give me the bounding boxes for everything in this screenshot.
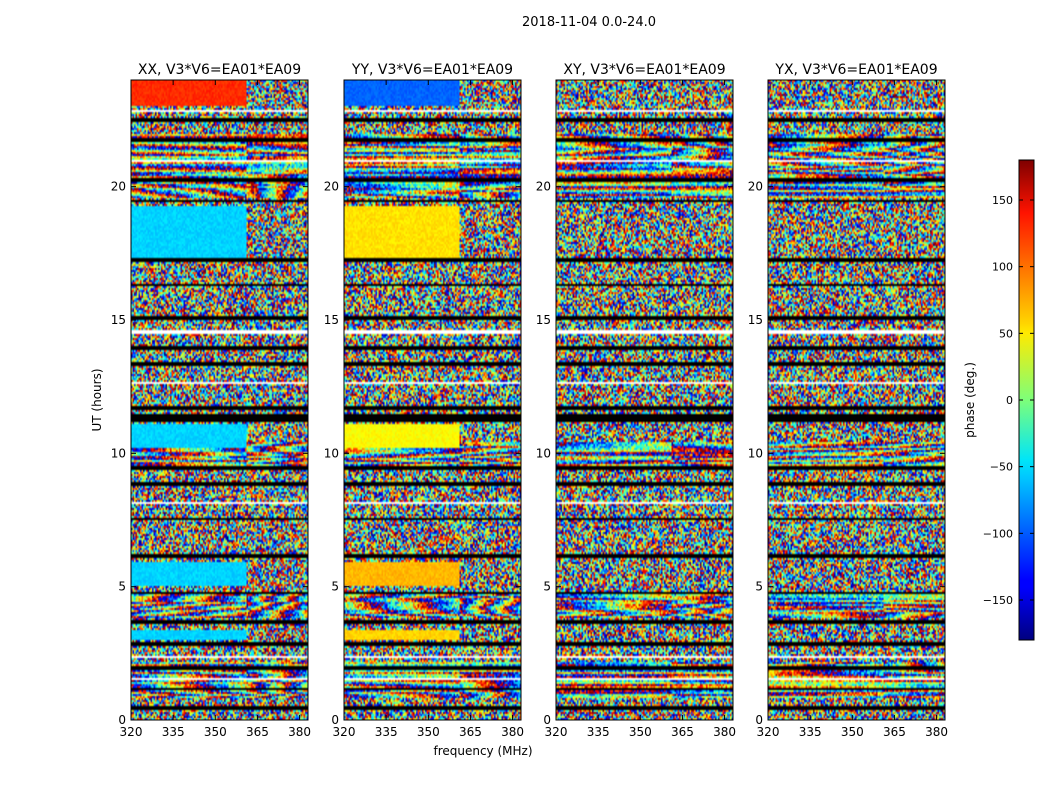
colorbar-tick-label: −150 — [983, 594, 1013, 607]
x-tick-label: 350 — [204, 725, 227, 739]
x-tick-label: 335 — [375, 725, 398, 739]
y-tick-label: 10 — [748, 446, 763, 460]
panel-yy: YY, V3*V6=EA01*EA09 320 335 350 365 380 0 5 10 15… — [324, 62, 524, 739]
x-tick-label: 320 — [333, 725, 356, 739]
x-tick-label: 335 — [799, 725, 822, 739]
x-tick-label: 365 — [883, 725, 906, 739]
y-tick-label: 20 — [111, 180, 126, 194]
colorbar-tick-label: 150 — [992, 194, 1013, 207]
axes-frame — [343, 79, 522, 721]
phase-heatmap — [344, 80, 521, 720]
colorbar-label: phase (deg.) — [963, 362, 977, 438]
y-tick-label: 20 — [536, 180, 551, 194]
colorbar-tick-label: 100 — [992, 261, 1013, 274]
y-tick-label: 5 — [331, 580, 339, 594]
y-tick-label: 0 — [543, 713, 551, 727]
phase-heatmap — [556, 80, 733, 720]
y-tick-label: 15 — [748, 313, 763, 327]
y-tick-label: 15 — [111, 313, 126, 327]
axes-frame — [767, 79, 946, 721]
panel-title: XY, V3*V6=EA01*EA09 — [563, 62, 725, 78]
colorbar-ticks: −150 −100 −50 0 50 100 150 — [983, 194, 1034, 607]
y-tick-label: 5 — [118, 580, 126, 594]
colorbar-tick-label: −100 — [983, 527, 1013, 540]
colorbar-tick-label: 50 — [999, 327, 1013, 340]
x-tick-label: 350 — [417, 725, 440, 739]
panel-xy: XY, V3*V6=EA01*EA09 320 335 350 365 380 0 5 10 15… — [536, 62, 736, 739]
y-tick-label: 20 — [748, 180, 763, 194]
axes-frame — [130, 79, 309, 721]
panels-group: XX, V3*V6=EA01*EA09 320 335 350 365 380 0 5 10 15… — [111, 62, 948, 739]
y-tick-label: 15 — [324, 313, 339, 327]
colorbar-tick-label: 0 — [1006, 394, 1013, 407]
axes-frame — [555, 79, 734, 721]
y-tick-label: 5 — [543, 580, 551, 594]
panel-title: XX, V3*V6=EA01*EA09 — [138, 62, 301, 78]
y-tick-label: 10 — [111, 446, 126, 460]
x-tick-label: 365 — [246, 725, 269, 739]
y-tick-label: 5 — [755, 580, 763, 594]
x-tick-label: 350 — [841, 725, 864, 739]
panel-title: YY, V3*V6=EA01*EA09 — [351, 62, 513, 78]
x-tick-label: 320 — [757, 725, 780, 739]
x-tick-label: 365 — [671, 725, 694, 739]
panel-title: YX, V3*V6=EA01*EA09 — [774, 62, 937, 78]
x-tick-label: 335 — [587, 725, 610, 739]
x-tick-label: 380 — [925, 725, 948, 739]
y-tick-label: 20 — [324, 180, 339, 194]
colorbar: −150 −100 −50 0 50 100 150 phase (deg.) — [963, 159, 1035, 641]
panel-yx: YX, V3*V6=EA01*EA09 320 335 350 365 380 0 5 10 15… — [748, 62, 948, 739]
y-tick-label: 0 — [331, 713, 339, 727]
x-tick-label: 365 — [459, 725, 482, 739]
panel-xx: XX, V3*V6=EA01*EA09 320 335 350 365 380 0 5 10 15… — [111, 62, 311, 739]
x-tick-label: 320 — [120, 725, 143, 739]
y-tick-label: 0 — [118, 713, 126, 727]
colorbar-tick-label: −50 — [990, 461, 1013, 474]
x-tick-label: 380 — [288, 725, 311, 739]
y-tick-label: 10 — [536, 446, 551, 460]
x-tick-label: 350 — [629, 725, 652, 739]
phase-heatmap — [768, 80, 945, 720]
phase-heatmap — [131, 80, 308, 720]
figure-title: 2018-11-04 0.0-24.0 — [522, 15, 656, 30]
x-tick-label: 335 — [162, 725, 185, 739]
y-tick-label: 0 — [755, 713, 763, 727]
x-tick-label: 380 — [713, 725, 736, 739]
x-tick-label: 320 — [545, 725, 568, 739]
y-tick-label: 10 — [324, 446, 339, 460]
x-axis-label: frequency (MHz) — [433, 744, 532, 758]
y-axis-label: UT (hours) — [90, 368, 104, 431]
x-tick-label: 380 — [501, 725, 524, 739]
y-tick-label: 15 — [536, 313, 551, 327]
